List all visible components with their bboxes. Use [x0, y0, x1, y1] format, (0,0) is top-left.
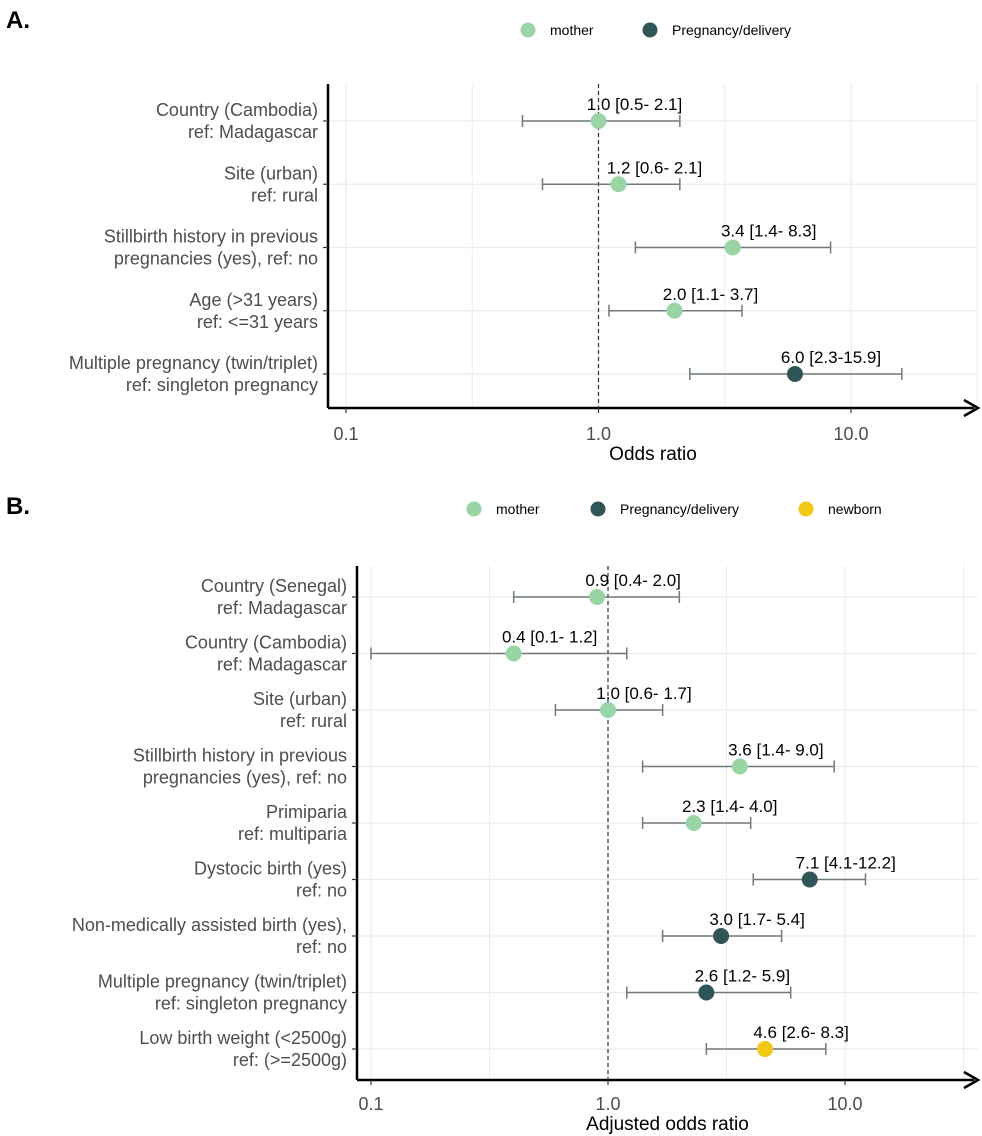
legend-key-newborn: [798, 501, 814, 517]
y-label-line2: ref: rural: [280, 711, 347, 731]
y-label-line2: ref: no: [296, 937, 347, 957]
y-label-line2: ref: Madagascar: [188, 122, 318, 142]
estimate-label: 3.6 [1.4- 9.0]: [728, 741, 823, 760]
estimate-label: 0.4 [0.1- 1.2]: [502, 628, 597, 647]
estimate-point: [589, 589, 606, 605]
y-label-line1: Country (Cambodia): [156, 100, 318, 120]
legend-label: Pregnancy/delivery: [620, 501, 739, 517]
estimate-label: 6.0 [2.3-15.9]: [781, 348, 881, 367]
estimate-label: 1.0 [0.5- 2.1]: [587, 95, 682, 114]
y-label-line1: Multiple pregnancy (twin/triplet): [69, 353, 318, 373]
y-label-line1: Dystocic birth (yes): [194, 859, 347, 879]
x-tick-label: 1.0: [586, 424, 611, 444]
estimate-label: 2.0 [1.1- 3.7]: [663, 285, 758, 304]
estimate-point: [801, 871, 818, 888]
estimate-point: [610, 176, 627, 193]
y-label-line2: ref: multiparia: [238, 824, 348, 844]
panel-b: B. mother Pregnancy/delivery newborn 0.1 1.0 1…: [6, 493, 981, 1135]
estimate-point: [731, 758, 748, 775]
x-tick-label: 10.0: [833, 424, 868, 444]
legend: mother Pregnancy/delivery newborn: [466, 501, 882, 517]
y-label-line1: Low birth weight (<2500g): [139, 1028, 347, 1048]
y-label-line1: Country (Senegal): [201, 576, 347, 596]
y-label-line2: pregnancies (yes), ref: no: [143, 768, 347, 788]
estimate-point: [698, 984, 715, 1001]
x-axis-title: Adjusted odds ratio: [586, 1114, 749, 1135]
data-row: Dystocic birth (yes)ref: no 7.1 [4.1-12.2…: [194, 854, 896, 901]
y-label-line1: Non-medically assisted birth (yes),: [72, 915, 347, 935]
y-label-line2: ref: (>=2500g): [233, 1050, 347, 1070]
legend-key-mother: [520, 22, 536, 38]
x-tick-label: 0.1: [333, 424, 358, 444]
data-row: Non-medically assisted birth (yes),ref: …: [72, 910, 805, 957]
estimate-label: 0.9 [0.4- 2.0]: [585, 571, 680, 590]
x-tick-label: 1.0: [595, 1094, 620, 1114]
data-row: Country (Cambodia)ref: Madagascar 1.0 [0.…: [156, 95, 682, 142]
x-axis-title: Odds ratio: [609, 444, 697, 465]
y-label-line2: pregnancies (yes), ref: no: [114, 249, 318, 269]
x-tick-label: 10.0: [827, 1094, 862, 1114]
x-tick-label: 0.1: [358, 1094, 383, 1114]
estimate-point: [757, 1041, 774, 1057]
estimate-label: 3.4 [1.4- 8.3]: [721, 222, 816, 241]
legend: mother Pregnancy/delivery: [520, 22, 791, 38]
data-row: Country (Cambodia)ref: Madagascar 0.4 [0.…: [185, 628, 628, 675]
legend-key-pregnancy-delivery: [642, 22, 658, 38]
y-label-line1: Country (Cambodia): [185, 633, 347, 653]
panel-label: B.: [6, 493, 30, 520]
data-row: Site (urban)ref: rural 1.2 [0.6- 2.1]: [224, 158, 702, 205]
data-row: Age (>31 years)ref: <=31 years 2.0 [1.1- …: [189, 285, 758, 332]
estimate-label: 7.1 [4.1-12.2]: [796, 854, 896, 873]
legend-label: newborn: [828, 501, 882, 517]
y-label-line2: ref: rural: [251, 185, 318, 205]
estimate-point: [600, 702, 616, 718]
estimate-point: [786, 366, 803, 382]
estimate-point: [724, 239, 741, 256]
y-label-line1: Stillbirth history in previous: [133, 746, 347, 766]
legend-label: mother: [550, 22, 594, 38]
legend-key-pregnancy-delivery: [590, 501, 606, 517]
y-label-line2: ref: no: [296, 881, 347, 901]
y-label-line1: Primiparia: [266, 802, 348, 822]
data-row: Stillbirth history in previouspregnancie…: [133, 741, 835, 788]
panel-label: A.: [6, 7, 30, 34]
estimate-label: 1.2 [0.6- 2.1]: [607, 158, 702, 177]
y-label-line2: ref: Madagascar: [217, 598, 347, 618]
data-row: Low birth weight (<2500g)ref: (>=2500g) 4…: [139, 1023, 848, 1070]
y-label-line1: Age (>31 years): [189, 290, 318, 310]
data-row: Stillbirth history in previouspregnancie…: [104, 222, 832, 269]
y-label-line2: ref: Madagascar: [217, 655, 347, 675]
x-axis-arrow: [963, 398, 981, 418]
legend-key-mother: [466, 501, 482, 517]
y-label-line2: ref: <=31 years: [197, 312, 318, 332]
y-label-line2: ref: singleton pregnancy: [155, 994, 347, 1014]
data-row: Site (urban)ref: rural 1.0 [0.6- 1.7]: [253, 684, 692, 731]
estimate-label: 4.6 [2.6- 8.3]: [753, 1023, 848, 1042]
estimate-point: [505, 645, 522, 662]
data-row: Multiple pregnancy (twin/triplet)ref: si…: [69, 348, 903, 395]
y-label-line1: Site (urban): [224, 163, 318, 183]
legend-label: mother: [496, 501, 540, 517]
y-label-line2: ref: singleton pregnancy: [126, 375, 318, 395]
data-row: Multiple pregnancy (twin/triplet)ref: si…: [98, 967, 792, 1014]
y-label-line1: Stillbirth history in previous: [104, 227, 318, 247]
x-axis-arrow: [963, 1070, 981, 1090]
y-label-line1: Site (urban): [253, 689, 347, 709]
estimate-point: [713, 928, 730, 944]
estimate-label: 2.3 [1.4- 4.0]: [682, 797, 777, 816]
estimate-label: 1.0 [0.6- 1.7]: [596, 684, 691, 703]
estimate-point: [685, 815, 702, 831]
data-row: Country (Senegal)ref: Madagascar 0.9 [0.4…: [201, 571, 681, 618]
legend-label: Pregnancy/delivery: [672, 22, 791, 38]
estimate-point: [666, 302, 683, 319]
panel-a: A. mother Pregnancy/delivery 0.1 1.0 10.0 Odds…: [6, 7, 981, 465]
estimate-point: [590, 113, 607, 129]
y-label-line1: Multiple pregnancy (twin/triplet): [98, 972, 347, 992]
estimate-label: 2.6 [1.2- 5.9]: [695, 967, 790, 986]
estimate-label: 3.0 [1.7- 5.4]: [709, 910, 804, 929]
